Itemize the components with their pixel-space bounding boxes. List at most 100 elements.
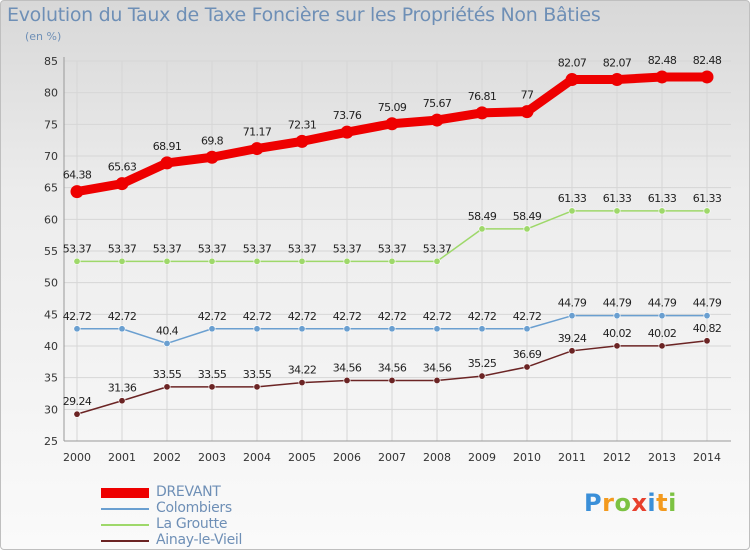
data-point — [613, 312, 621, 320]
data-label: 53.37 — [198, 242, 227, 255]
data-labels: 64.38 65.63 68.91 69.8 71.17 72.31 73.76 75.09 7… — [63, 54, 723, 408]
data-point — [388, 325, 396, 333]
data-label: 42.72 — [378, 310, 407, 323]
y-tick-label: 45 — [44, 308, 58, 321]
x-tick-label: 2009 — [468, 451, 496, 464]
x-tick-label: 2012 — [603, 451, 631, 464]
data-point — [568, 207, 576, 215]
data-point — [568, 312, 576, 320]
data-point — [658, 207, 666, 215]
logo-letter: o — [614, 489, 632, 517]
data-label: 29.24 — [63, 395, 92, 408]
data-label: 42.72 — [198, 310, 227, 323]
y-tick-label: 40 — [44, 340, 58, 353]
legend-swatch-colombiers — [101, 508, 149, 510]
data-label: 53.37 — [378, 242, 407, 255]
data-label: 82.07 — [603, 57, 632, 70]
legend: DREVANT Colombiers La Groutte Ainay-le-V… — [101, 484, 321, 549]
data-point — [70, 185, 84, 199]
data-point — [208, 257, 216, 265]
data-label: 53.37 — [153, 242, 182, 255]
data-point — [613, 207, 621, 215]
data-label: 61.33 — [648, 192, 677, 205]
data-point — [343, 257, 351, 265]
data-point — [565, 73, 579, 87]
data-label: 61.33 — [693, 192, 722, 205]
data-label: 42.72 — [288, 310, 317, 323]
data-label: 61.33 — [603, 192, 632, 205]
data-label: 58.49 — [513, 210, 542, 223]
data-label: 75.67 — [423, 97, 452, 110]
data-point — [298, 257, 306, 265]
data-label: 76.81 — [468, 90, 497, 103]
data-point — [433, 257, 441, 265]
data-point — [388, 257, 396, 265]
data-point — [298, 325, 306, 333]
data-point — [388, 376, 396, 384]
data-label: 42.72 — [108, 310, 137, 323]
data-point — [700, 70, 714, 84]
y-tick-labels: 25 30 35 40 45 50 55 60 65 70 75 80 85 — [44, 55, 58, 448]
data-label: 34.56 — [378, 361, 407, 374]
y-tick-label: 60 — [44, 213, 58, 226]
data-point — [433, 325, 441, 333]
y-tick-label: 25 — [44, 435, 58, 448]
data-point — [523, 225, 531, 233]
data-label: 71.17 — [243, 126, 272, 139]
data-label: 34.22 — [288, 364, 317, 377]
x-tick-label: 2001 — [108, 451, 136, 464]
axes — [63, 57, 731, 442]
legend-label-colombiers: Colombiers — [156, 500, 232, 516]
chart-subtitle: (en %) — [25, 30, 62, 43]
data-label: 39.24 — [558, 332, 587, 345]
data-label: 42.72 — [63, 310, 92, 323]
y-tick-label: 55 — [44, 245, 58, 258]
y-tick-label: 75 — [44, 118, 58, 131]
data-point — [478, 225, 486, 233]
data-point — [295, 134, 309, 148]
series-layer — [70, 70, 714, 418]
y-tick-label: 50 — [44, 277, 58, 290]
data-point — [475, 106, 489, 120]
data-label: 42.72 — [333, 310, 362, 323]
data-point — [163, 383, 171, 391]
data-label: 40.02 — [603, 327, 632, 340]
data-point — [703, 312, 711, 320]
data-label: 53.37 — [63, 242, 92, 255]
x-tick-label: 2013 — [648, 451, 676, 464]
x-tick-label: 2006 — [333, 451, 361, 464]
x-tick-labels: 2000 2001 2002 2003 2004 2005 2006 2007 2008 2009… — [63, 451, 721, 464]
data-point — [703, 207, 711, 215]
y-tick-label: 80 — [44, 87, 58, 100]
data-point — [478, 372, 486, 380]
proxiti-logo: Proxiti — [584, 489, 677, 517]
x-tick-label: 2010 — [513, 451, 541, 464]
logo-letter: x — [631, 489, 648, 517]
legend-label-la-groutte: La Groutte — [156, 516, 228, 532]
y-tick-label: 85 — [44, 55, 58, 68]
data-point — [73, 325, 81, 333]
legend-item-la-groutte: La Groutte — [101, 516, 321, 533]
data-point — [343, 376, 351, 384]
data-label: 36.69 — [513, 348, 542, 361]
data-point — [73, 410, 81, 418]
data-label: 44.79 — [648, 297, 677, 310]
data-point — [655, 70, 669, 84]
logo-letter: r — [602, 489, 615, 517]
data-point — [118, 397, 126, 405]
y-tick-label: 65 — [44, 182, 58, 195]
x-tick-label: 2005 — [288, 451, 316, 464]
legend-swatch-la-groutte — [101, 524, 149, 526]
data-point — [73, 257, 81, 265]
data-label: 82.07 — [558, 57, 587, 70]
data-label: 40.82 — [693, 322, 722, 335]
x-tick-label: 2004 — [243, 451, 271, 464]
data-point — [658, 312, 666, 320]
data-point — [478, 325, 486, 333]
data-point — [253, 325, 261, 333]
data-point — [160, 156, 174, 170]
data-label: 33.55 — [153, 368, 182, 381]
y-tick-label: 70 — [44, 150, 58, 163]
data-label: 69.8 — [201, 134, 224, 147]
